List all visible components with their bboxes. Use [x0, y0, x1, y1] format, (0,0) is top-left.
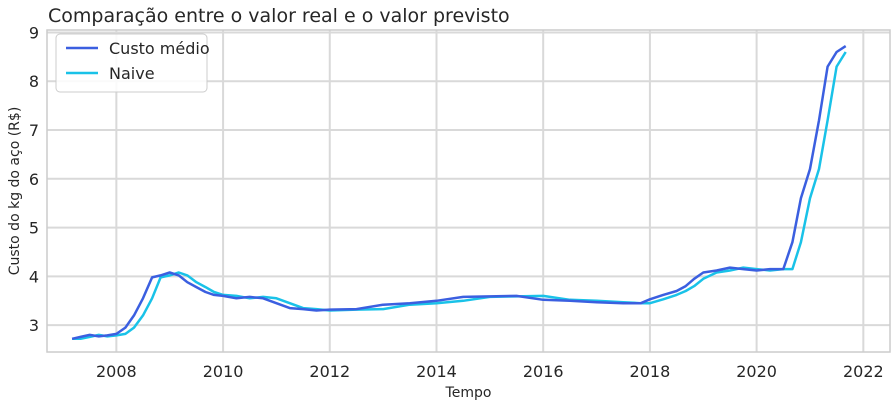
x-tick-label: 2014	[416, 362, 457, 381]
x-axis-label: Tempo	[445, 385, 492, 401]
x-tick-label: 2012	[309, 362, 350, 381]
x-tick-label: 2016	[523, 362, 564, 381]
legend-label: Custo médio	[109, 39, 210, 58]
plot-frame	[46, 29, 891, 353]
series-line-custo-m-dio	[71, 45, 847, 341]
x-tick-label: 2020	[736, 362, 777, 381]
y-tick-label: 3	[29, 316, 39, 335]
x-tick-labels: 2008 2010 2012 2014 2016 2018 2020 2022	[96, 362, 884, 381]
chart-title: Comparação entre o valor real e o valor …	[48, 5, 510, 27]
x-tick-label: 2008	[96, 362, 137, 381]
series-line-naive	[72, 51, 847, 341]
legend-label: Naive	[109, 64, 155, 83]
y-tick-label: 9	[29, 23, 39, 42]
y-tick-label: 5	[29, 219, 39, 238]
legend: Custo médio Naive	[55, 33, 210, 93]
x-tick-label: 2010	[203, 362, 244, 381]
x-tick-label: 2022	[843, 362, 884, 381]
y-tick-label: 6	[29, 170, 39, 189]
y-tick-labels: 3 4 5 6 7 8 9	[29, 23, 39, 335]
y-tick-label: 7	[29, 121, 39, 140]
x-tick-label: 2018	[630, 362, 671, 381]
series-lines	[71, 45, 847, 341]
y-axis-label: Custo do kg do aço (R$)	[7, 107, 23, 276]
y-tick-label: 4	[29, 267, 39, 286]
y-tick-label: 8	[29, 72, 39, 91]
